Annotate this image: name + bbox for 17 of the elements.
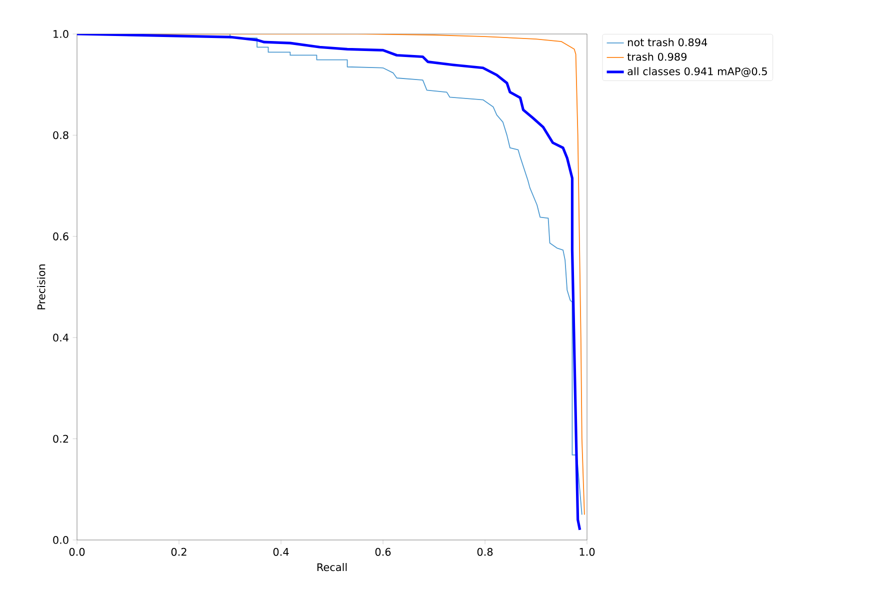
- x-tick-label: 0.6: [375, 548, 391, 556]
- legend-label: trash 0.989: [627, 52, 687, 61]
- x-tick-label: 1.0: [580, 548, 595, 556]
- y-axis-title: Precision: [37, 264, 46, 310]
- y-tick-label: 0.4: [53, 334, 68, 342]
- x-tick-label: 0.0: [69, 548, 85, 556]
- legend-label: all classes 0.941 mAP@0.5: [628, 67, 767, 77]
- y-tick-label: 0.8: [53, 131, 68, 140]
- y-tick-label: 1.0: [54, 30, 68, 38]
- y-tick-label: 0.6: [53, 232, 68, 240]
- x-axis-title: Recall: [317, 563, 347, 572]
- x-tick-label: 0.4: [273, 548, 289, 556]
- x-tick-label: 0.2: [171, 548, 186, 556]
- x-tick-label: 0.8: [477, 548, 493, 556]
- y-tick-label: 0.0: [53, 536, 68, 544]
- legend-label: not trash 0.894: [628, 38, 708, 46]
- y-tick-label: 0.2: [53, 434, 68, 443]
